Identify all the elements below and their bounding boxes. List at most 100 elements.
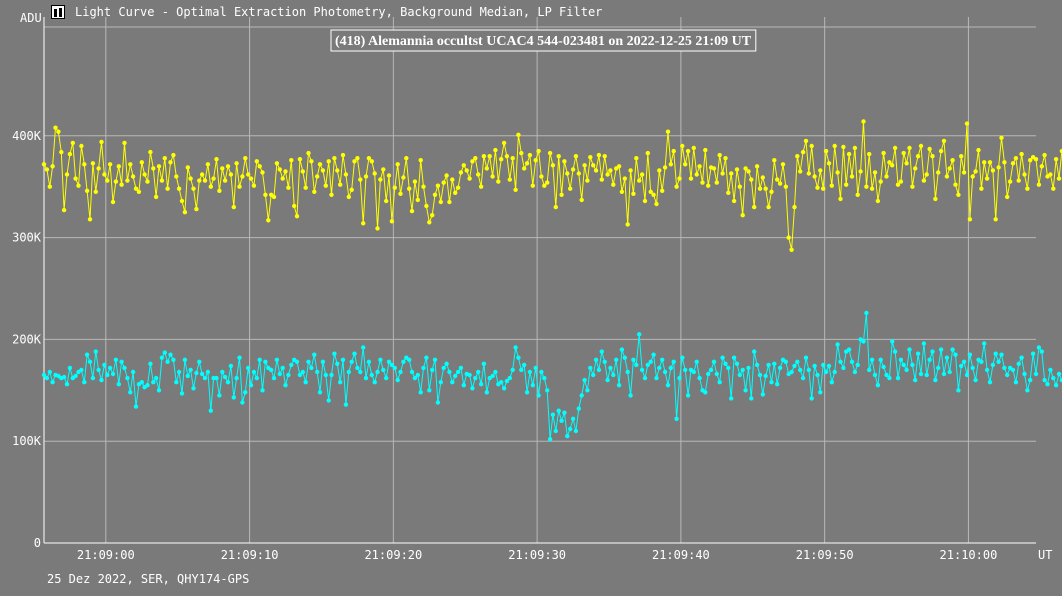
data-point	[947, 369, 952, 375]
data-point	[691, 145, 696, 151]
data-point	[973, 377, 978, 383]
data-point	[979, 359, 984, 364]
series-line	[43, 312, 1062, 440]
data-point	[841, 365, 846, 371]
data-point	[378, 357, 383, 362]
data-point	[478, 184, 484, 189]
data-point	[685, 148, 691, 154]
data-point	[418, 390, 423, 395]
data-point	[936, 170, 941, 175]
data-point	[105, 178, 110, 183]
data-point	[165, 359, 170, 364]
data-point	[519, 367, 524, 373]
data-point	[1036, 182, 1042, 187]
data-point	[153, 375, 159, 381]
data-point	[743, 388, 748, 393]
data-point	[93, 189, 99, 194]
data-point	[723, 361, 728, 366]
data-point	[1025, 388, 1030, 393]
data-point	[982, 341, 987, 346]
data-point	[964, 121, 970, 126]
data-point	[846, 151, 852, 157]
data-point	[473, 156, 478, 161]
data-point	[332, 351, 337, 356]
data-point	[1002, 365, 1007, 371]
data-point	[501, 386, 507, 391]
data-point	[450, 380, 455, 385]
data-point	[769, 189, 774, 194]
data-point	[602, 359, 607, 364]
data-point	[895, 375, 901, 381]
data-point	[274, 357, 280, 362]
data-point	[507, 375, 512, 381]
data-point	[412, 375, 418, 381]
data-point	[634, 156, 639, 161]
data-point	[378, 177, 383, 182]
data-point	[409, 208, 415, 214]
data-point	[576, 171, 581, 176]
data-point	[415, 197, 420, 203]
data-point	[395, 162, 400, 167]
chart-title: (418) Alemannia occultst UCAC4 544-02348…	[335, 34, 752, 49]
data-point	[392, 365, 397, 371]
data-point	[332, 156, 337, 161]
data-point	[257, 357, 262, 362]
data-point	[269, 367, 274, 373]
data-point	[358, 369, 363, 375]
data-point	[869, 186, 875, 191]
data-point	[984, 367, 990, 373]
data-point	[694, 172, 699, 177]
data-point	[50, 380, 55, 385]
y-tick-label: 0	[34, 536, 41, 550]
data-point	[470, 159, 475, 164]
data-point	[772, 158, 777, 163]
data-point	[956, 192, 961, 197]
data-point	[176, 369, 182, 375]
data-point	[323, 372, 328, 378]
data-point	[565, 171, 570, 176]
data-point	[637, 332, 642, 337]
data-point	[608, 365, 613, 371]
data-point	[976, 147, 981, 153]
data-point	[240, 400, 245, 405]
data-point	[752, 204, 757, 210]
data-point	[335, 168, 340, 173]
light-curve-app-icon[interactable]	[51, 5, 65, 19]
data-point	[930, 154, 935, 159]
data-point	[835, 342, 840, 347]
data-point	[432, 192, 438, 197]
data-point	[829, 183, 834, 188]
data-point	[427, 388, 432, 393]
data-point	[913, 166, 918, 171]
data-point	[386, 359, 392, 364]
data-point	[553, 428, 558, 434]
data-point	[547, 437, 553, 442]
data-point	[461, 163, 466, 168]
data-point	[384, 375, 389, 381]
data-point	[340, 357, 346, 362]
data-point	[898, 357, 904, 362]
data-point	[257, 164, 262, 169]
data-point	[240, 174, 245, 179]
data-point	[936, 365, 941, 371]
data-point	[260, 388, 265, 393]
data-point	[723, 156, 728, 161]
data-point	[780, 162, 786, 167]
data-point	[608, 168, 613, 173]
data-point	[792, 204, 797, 210]
data-point	[711, 166, 717, 171]
data-point	[220, 369, 225, 375]
data-point	[777, 181, 783, 186]
data-point	[542, 375, 547, 381]
data-point	[625, 222, 630, 227]
data-point	[852, 369, 858, 375]
data-point	[168, 352, 173, 357]
data-point	[93, 349, 99, 354]
data-point	[271, 194, 277, 200]
data-point	[317, 390, 323, 395]
data-point	[369, 372, 374, 378]
data-point	[70, 140, 76, 146]
data-point	[199, 371, 205, 377]
data-point	[1022, 371, 1027, 377]
x-tick-label: 21:09:20	[364, 548, 422, 562]
